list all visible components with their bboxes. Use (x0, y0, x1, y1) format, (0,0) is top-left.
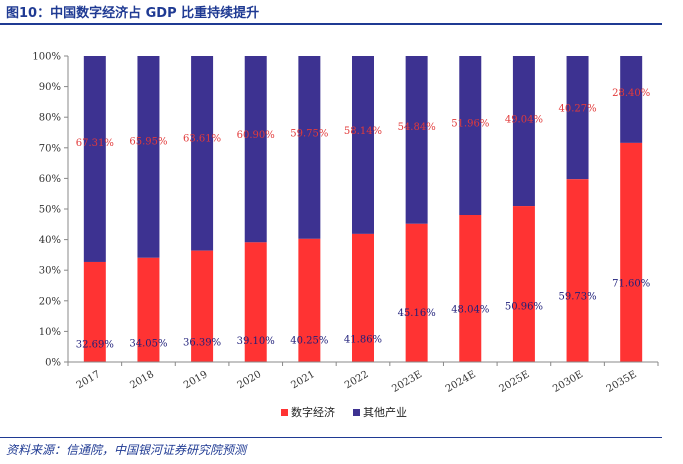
x-tick-label: 2024E (444, 369, 478, 395)
x-tick-label: 2017 (75, 369, 103, 391)
label-other-2023E: 54.84% (398, 122, 436, 133)
bar-digital-2025E (512, 206, 535, 362)
bar-other-2035E (620, 56, 643, 143)
label-digital-2025E: 50.96% (505, 301, 543, 312)
bars-group: 67.31% 32.69% 65.95% 34.05% 63.61% 36.39% 60.9… (76, 56, 650, 362)
bar-digital-2024E (459, 214, 482, 362)
label-other-2025E: 49.04% (505, 115, 543, 126)
label-other-2024E: 51.96% (451, 118, 489, 129)
x-tick-label: 2035E (605, 369, 639, 395)
x-tick-label: 2020 (236, 369, 264, 391)
y-axis: 0% 10% 20% 30% 40% 50% 60% 70% 80% 90% 100% (32, 52, 69, 369)
bar-other-2024E (459, 56, 482, 215)
bar-digital-2030E (566, 179, 589, 362)
legend-swatch-digital (281, 409, 288, 416)
x-axis: 2017 2018 2019 2020 2021 2022 2023E 2024E 2025E 2… (67, 361, 659, 395)
x-tick-label: 2018 (128, 369, 156, 391)
label-digital-2020: 39.10% (237, 336, 275, 347)
label-other-2022: 58.14% (344, 126, 382, 137)
y-tick-label: 60% (39, 174, 61, 185)
legend-label-digital: 数字经济 (291, 405, 335, 419)
label-digital-2019: 36.39% (183, 337, 221, 348)
y-tick-label: 10% (39, 327, 61, 338)
y-tick-label: 90% (39, 82, 61, 93)
label-digital-2021: 40.25% (290, 335, 328, 346)
legend: 数字经济 其他产业 (281, 405, 407, 419)
bar-digital-2018 (137, 257, 160, 362)
y-tick-label: 70% (39, 143, 61, 154)
y-tick-label: 100% (32, 52, 61, 63)
legend-swatch-other (353, 409, 360, 416)
y-tick-label: 0% (45, 358, 61, 369)
label-digital-2035E: 71.60% (612, 279, 650, 290)
y-tick-label: 20% (39, 296, 61, 307)
bar-other-2030E (566, 56, 589, 180)
bar-digital-2022 (352, 233, 374, 362)
bar-other-2018 (137, 56, 160, 258)
label-digital-2022: 41.86% (344, 334, 382, 345)
title-rule (0, 23, 662, 25)
x-tick-label: 2030E (551, 369, 585, 395)
y-tick-label: 30% (39, 266, 61, 277)
bar-other-2022 (352, 56, 374, 234)
label-other-2019: 63.61% (183, 133, 221, 144)
source-rule (0, 437, 662, 438)
y-tick-label: 50% (39, 205, 61, 216)
stacked-bar-chart: 0% 10% 20% 30% 40% 50% 60% 70% 80% 90% 100% 67.31%… (32, 52, 659, 419)
label-other-2035E: 28.40% (612, 88, 650, 99)
label-digital-2023E: 45.16% (398, 308, 436, 319)
bar-other-2017 (83, 56, 106, 262)
y-tick-label: 40% (39, 235, 61, 246)
x-tick-label: 2019 (182, 369, 210, 391)
label-digital-2024E: 48.04% (451, 305, 489, 316)
bar-digital-2019 (191, 250, 214, 362)
bar-other-2023E (405, 56, 428, 224)
label-other-2017: 67.31% (76, 138, 114, 149)
label-other-2018: 65.95% (129, 136, 167, 147)
x-tick-label: 2025E (498, 369, 532, 395)
bar-other-2021 (298, 56, 321, 239)
bar-digital-2017 (83, 261, 106, 362)
bar-digital-2021 (298, 238, 321, 362)
x-tick-label: 2021 (289, 369, 317, 391)
x-tick-label: 2023E (390, 369, 424, 395)
y-tick-label: 80% (39, 113, 61, 124)
legend-label-other: 其他产业 (363, 405, 407, 419)
label-other-2020: 60.90% (237, 130, 275, 141)
bar-other-2019 (191, 56, 214, 251)
bar-digital-2035E (620, 142, 643, 362)
bar-digital-2020 (244, 242, 267, 362)
x-tick-label: 2022 (343, 369, 371, 391)
label-digital-2018: 34.05% (129, 339, 167, 350)
label-other-2030E: 40.27% (558, 103, 596, 114)
figure-title: 图10：中国数字经济占 GDP 比重持续提升 (6, 6, 260, 21)
source-note: 资料来源：信通院，中国银河证券研究院预测 (6, 443, 247, 457)
label-digital-2017: 32.69% (76, 339, 114, 350)
label-digital-2030E: 59.73% (558, 292, 596, 303)
label-other-2021: 59.75% (290, 128, 328, 139)
bar-other-2020 (244, 56, 267, 243)
bar-other-2025E (512, 56, 535, 207)
bar-digital-2023E (405, 223, 428, 362)
